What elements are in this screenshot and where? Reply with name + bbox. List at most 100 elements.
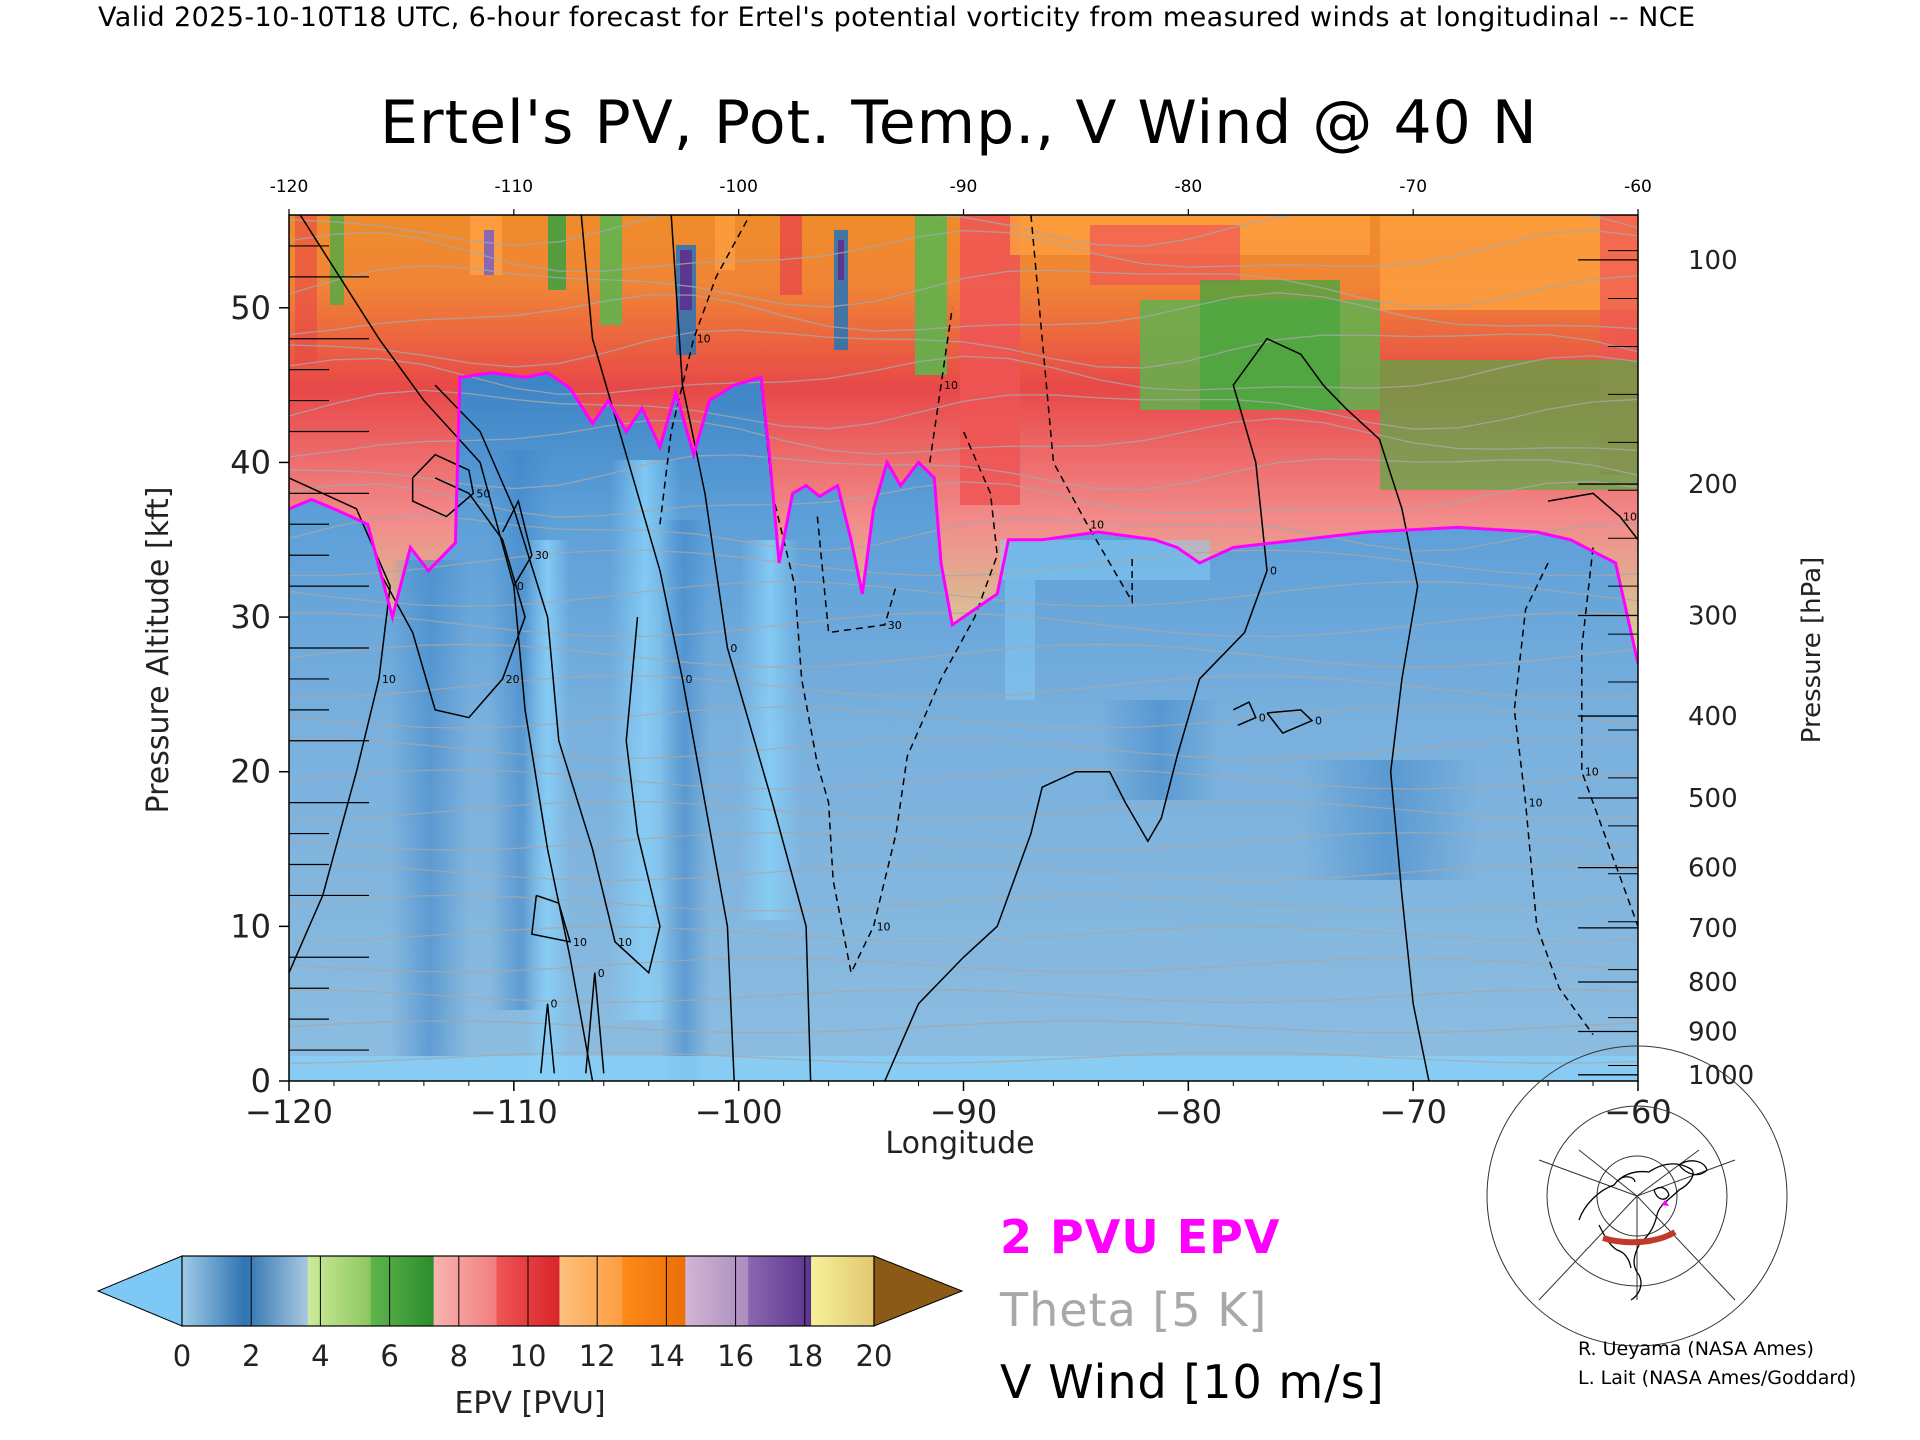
v-wind-contour (659, 215, 751, 525)
x-tick-label: −110 (470, 1093, 558, 1131)
v-wind-contour-label: 0 (730, 642, 737, 655)
theta-line (289, 292, 1638, 336)
colorbar-segment (244, 1256, 309, 1326)
v-wind-contour (585, 972, 605, 1074)
top-tick-label: -80 (1174, 177, 1202, 197)
v-wind-contour (816, 516, 897, 634)
v-wind-contour-label: 0 (598, 967, 605, 980)
x-tick-label: −100 (695, 1093, 783, 1131)
theta-line (289, 264, 1638, 308)
v-wind-contour-label: 0 (517, 580, 524, 593)
theta-line (289, 215, 1638, 247)
pressure-axis: 100 200 300 400 500 600 700 800 900 1000 (1578, 246, 1754, 1091)
v-wind-contour (378, 477, 526, 719)
colorbar-tick-label: 18 (786, 1339, 823, 1373)
y-tick-label: 0 (251, 1062, 271, 1100)
colorbar-tick-label: 20 (856, 1339, 893, 1373)
v-wind-contour-label: 20 (506, 673, 520, 686)
colorbar-tick-label: 8 (450, 1339, 468, 1373)
theta-line (289, 894, 1638, 912)
v-wind-contour-label: 0 (1270, 565, 1277, 578)
theta-line (289, 832, 1638, 851)
y-axis: 0 10 20 30 40 50 (230, 245, 369, 1100)
theta-line (289, 612, 1638, 638)
x-tick-label: −80 (1155, 1093, 1223, 1131)
x-tick-label: −60 (1604, 1093, 1672, 1131)
top-tick-label: -110 (495, 177, 534, 197)
pressure-tick-label: 200 (1688, 470, 1738, 500)
v-wind-contour (434, 384, 661, 975)
top-tick-label: -70 (1399, 177, 1427, 197)
v-wind-contour (1030, 215, 1133, 605)
theta-line (289, 229, 1638, 272)
theta-line (289, 1051, 1638, 1064)
v-wind-contour (1547, 492, 1638, 541)
location-map (1486, 1045, 1788, 1347)
theta-line (289, 355, 1638, 395)
v-wind-contour-label: 10 (697, 333, 711, 346)
theta-line (289, 389, 1638, 430)
theta-line (289, 800, 1638, 821)
theta-line (289, 926, 1638, 943)
theta-line (289, 417, 1638, 458)
pressure-axis-title: Pressure [hPa] (1797, 557, 1827, 744)
troposphere-texture (289, 450, 1638, 1081)
map-marker (1661, 1200, 1669, 1206)
pressure-tick-label: 600 (1688, 854, 1738, 884)
theta-line (289, 580, 1638, 607)
v-wind-contour-label: 30 (888, 619, 902, 632)
continent-outlines (1578, 1160, 1708, 1301)
theta-line (289, 957, 1638, 973)
colorbar-segment (748, 1256, 812, 1326)
v-wind-contour (670, 215, 812, 1081)
y-tick-label: 40 (230, 443, 271, 481)
v-wind-contour-label: 10 (1090, 518, 1104, 531)
v-wind-contour-label: 10 (877, 920, 891, 933)
chart-title: Ertel's PV, Pot. Temp., V Wind @ 40 N (380, 88, 1538, 158)
pressure-tick-label: 900 (1688, 1018, 1738, 1048)
colorbar: 0 2 4 6 8 10 12 14 16 18 20 (96, 1255, 964, 1373)
pv-2-contour (289, 371, 1638, 664)
pv-texture (295, 215, 1638, 505)
top-tick-label: -100 (719, 177, 758, 197)
colorbar-tick-label: 6 (380, 1339, 398, 1373)
theta-line (289, 1020, 1638, 1034)
v-wind-contour-label: 10 (573, 936, 587, 949)
top-tick-label: -120 (270, 177, 309, 197)
theta-line (289, 706, 1638, 729)
v-wind-contour-label: 0 (1259, 712, 1266, 725)
colorbar-tick-label: 4 (311, 1339, 329, 1373)
x-tick-label: −70 (1379, 1093, 1447, 1131)
pressure-tick-label: 300 (1688, 602, 1738, 632)
v-wind-contour (501, 498, 533, 587)
colorbar-segment (370, 1256, 435, 1326)
theta-contours (289, 215, 1638, 1064)
v-wind-contour-label: 0 (685, 673, 692, 686)
v-wind-contour-label: 10 (618, 936, 632, 949)
colorbar-segment (685, 1256, 749, 1326)
v-wind-contour (1513, 562, 1594, 1036)
x-tick-label: −90 (930, 1093, 998, 1131)
y-tick-label: 30 (230, 598, 271, 636)
theta-line (289, 643, 1638, 668)
theta-line (289, 514, 1638, 552)
colorbar-tick-label: 16 (717, 1339, 754, 1373)
credit-line-2: L. Lait (NASA Ames/Goddard) (1578, 1367, 1857, 1389)
top-tick-label: -90 (950, 177, 978, 197)
v-wind-contour (580, 215, 735, 1081)
theta-line (289, 863, 1638, 882)
pressure-tick-label: 500 (1688, 784, 1738, 814)
pressure-tick-label: 400 (1688, 702, 1738, 732)
colorbar-segment (811, 1256, 875, 1326)
v-wind-contour (884, 337, 1430, 1081)
colorbar-segment (307, 1256, 372, 1326)
x-axis: −120 −110 −100 −90 −80 −70 −60 (245, 1081, 1672, 1131)
pressure-tick-label: 1000 (1688, 1061, 1754, 1091)
colorbar-tick-label: 10 (510, 1339, 547, 1373)
colorbar-tick-label: 0 (173, 1339, 191, 1373)
v-wind-contour-label: 0 (551, 998, 558, 1011)
theta-line (289, 675, 1638, 699)
y-tick-label: 50 (230, 289, 271, 327)
colorbar-tick-label: 14 (648, 1339, 685, 1373)
